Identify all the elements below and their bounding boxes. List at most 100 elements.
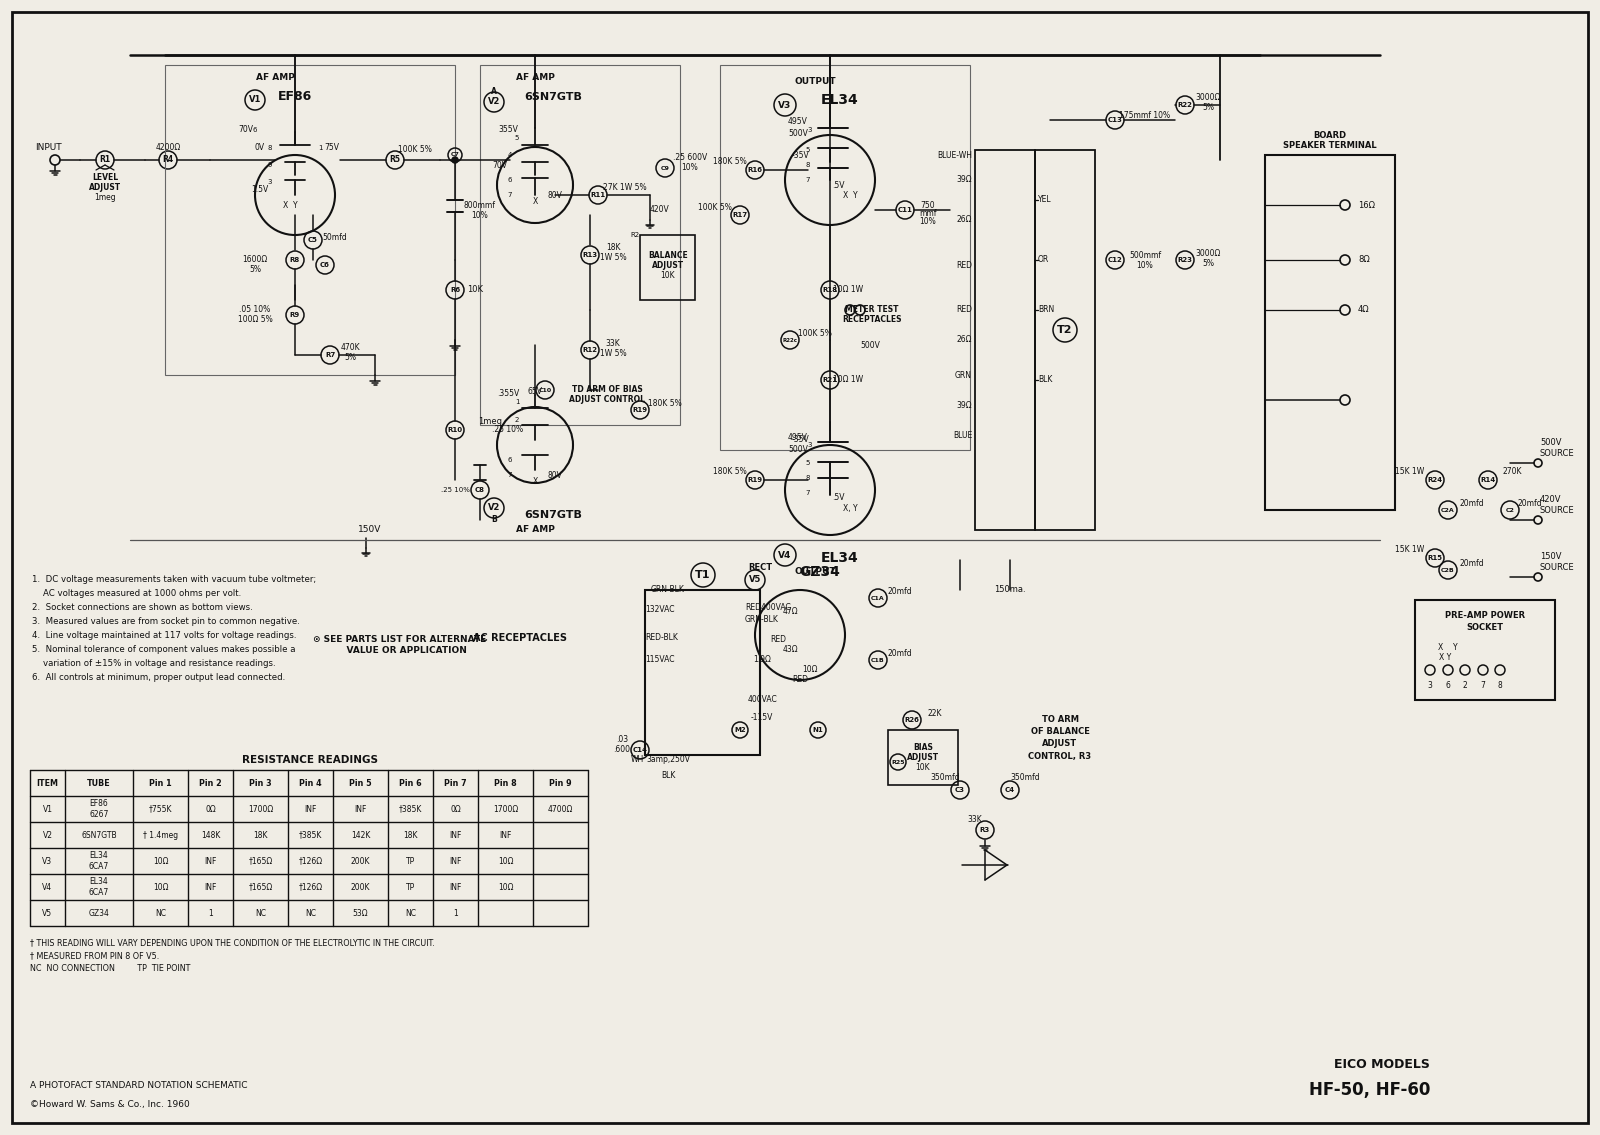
Text: BLK: BLK: [661, 771, 675, 780]
Text: C1A: C1A: [870, 596, 885, 600]
Text: 39Ω: 39Ω: [957, 176, 973, 185]
Text: RED: RED: [792, 675, 808, 684]
Text: Pin 8: Pin 8: [494, 779, 517, 788]
Text: C13: C13: [1107, 117, 1123, 123]
Text: C2A: C2A: [1442, 507, 1454, 513]
Text: 18K: 18K: [606, 244, 621, 252]
Text: 10K: 10K: [661, 270, 675, 279]
Text: EL34: EL34: [821, 550, 859, 565]
Text: Pin 9: Pin 9: [549, 779, 571, 788]
Text: V3: V3: [43, 857, 53, 866]
Text: C2B: C2B: [1442, 568, 1454, 572]
Text: 3.  Measured values are from socket pin to common negative.: 3. Measured values are from socket pin t…: [32, 617, 299, 627]
Text: RECEPTACLES: RECEPTACLES: [842, 316, 902, 325]
Text: X: X: [533, 197, 538, 207]
Text: R11: R11: [590, 192, 605, 197]
Text: 18K: 18K: [403, 831, 418, 840]
Text: 10Ω: 10Ω: [152, 883, 168, 891]
Text: R25: R25: [891, 759, 906, 765]
Text: mmf: mmf: [920, 209, 936, 218]
Text: R9: R9: [290, 312, 301, 318]
Text: ADJUST: ADJUST: [1043, 740, 1077, 748]
Text: C9: C9: [661, 166, 669, 170]
Text: 2.  Socket connections are shown as bottom views.: 2. Socket connections are shown as botto…: [32, 603, 253, 612]
Text: 6.  All controls at minimum, proper output lead connected.: 6. All controls at minimum, proper outpu…: [32, 673, 285, 682]
Text: X: X: [282, 201, 288, 210]
Text: 5%: 5%: [250, 266, 261, 275]
Text: 7: 7: [806, 177, 810, 183]
Text: RECT: RECT: [747, 563, 773, 572]
Text: 0Ω: 0Ω: [205, 805, 216, 814]
Text: 500V
SOURCE: 500V SOURCE: [1539, 438, 1574, 457]
Text: 6SN7GTB: 6SN7GTB: [82, 831, 117, 840]
Text: 500V: 500V: [789, 445, 808, 454]
Text: variation of ±15% in voltage and resistance readings.: variation of ±15% in voltage and resista…: [32, 659, 275, 669]
Text: A: A: [491, 86, 498, 95]
Text: RESISTANCE READINGS: RESISTANCE READINGS: [242, 755, 378, 765]
Text: HF-50, HF-60: HF-50, HF-60: [1309, 1081, 1430, 1099]
Text: 8: 8: [267, 145, 272, 151]
Text: INF: INF: [354, 805, 366, 814]
Text: 420V: 420V: [650, 205, 670, 215]
Text: C3: C3: [955, 787, 965, 793]
Text: R22c: R22c: [782, 337, 797, 343]
Text: V2: V2: [488, 98, 501, 107]
Text: 100K 5%: 100K 5%: [398, 145, 432, 154]
Text: YEL: YEL: [1038, 195, 1051, 204]
Text: Y: Y: [293, 201, 298, 210]
Text: Pin 6: Pin 6: [398, 779, 422, 788]
Text: R19: R19: [632, 407, 648, 413]
Text: 18K: 18K: [253, 831, 267, 840]
Text: AF AMP: AF AMP: [256, 74, 294, 83]
Text: 47Ω: 47Ω: [782, 607, 798, 616]
Text: 70V: 70V: [493, 160, 507, 169]
Text: 1meg: 1meg: [94, 193, 115, 202]
Text: INF: INF: [205, 883, 216, 891]
Text: EL34
6CA7: EL34 6CA7: [90, 877, 109, 897]
Text: 10Ω: 10Ω: [498, 857, 514, 866]
Text: R23: R23: [1178, 257, 1192, 263]
Text: Pin 3: Pin 3: [250, 779, 272, 788]
Text: RED400VAC: RED400VAC: [746, 604, 790, 613]
Text: R26: R26: [904, 717, 920, 723]
Text: R5: R5: [389, 155, 400, 165]
Text: 39Ω: 39Ω: [957, 401, 973, 410]
Text: -35V: -35V: [790, 151, 810, 160]
Text: 6: 6: [253, 127, 258, 133]
Text: AF AMP: AF AMP: [515, 74, 555, 83]
Text: 200K: 200K: [350, 883, 370, 891]
Text: 7: 7: [1480, 681, 1485, 689]
Text: †385K: †385K: [398, 805, 422, 814]
Text: 100K 5%: 100K 5%: [698, 203, 731, 212]
Text: 3: 3: [808, 127, 813, 133]
Text: 7: 7: [806, 490, 810, 496]
Text: C6: C6: [320, 262, 330, 268]
Text: 150V: 150V: [358, 526, 382, 535]
Text: †126Ω: †126Ω: [299, 883, 323, 891]
Text: 175mmf 10%: 175mmf 10%: [1120, 110, 1171, 119]
Text: BOARD: BOARD: [1314, 131, 1347, 140]
Text: BRN: BRN: [1038, 305, 1054, 314]
Text: 750: 750: [920, 201, 936, 210]
Text: AC RECEPTACLES: AC RECEPTACLES: [474, 633, 566, 644]
Text: 10%: 10%: [472, 211, 488, 220]
Text: 22K: 22K: [928, 708, 942, 717]
Text: X: X: [1437, 644, 1443, 653]
Text: 4700Ω: 4700Ω: [547, 805, 573, 814]
Text: 5: 5: [515, 135, 518, 141]
Bar: [888, 730, 958, 785]
Text: V4: V4: [778, 550, 792, 560]
Text: C12: C12: [1107, 257, 1122, 263]
Text: 270K: 270K: [1502, 468, 1522, 477]
Text: INF: INF: [450, 883, 462, 891]
Text: 500V: 500V: [861, 340, 880, 350]
Text: 148K: 148K: [202, 831, 221, 840]
Text: 10Ω 1W: 10Ω 1W: [834, 286, 862, 294]
Text: .03: .03: [616, 735, 629, 745]
Bar: [165, 65, 454, 375]
Text: T1: T1: [696, 570, 710, 580]
Text: EL34: EL34: [821, 93, 859, 107]
Text: †165Ω: †165Ω: [248, 883, 272, 891]
Bar: [645, 590, 760, 755]
Text: 33K: 33K: [968, 816, 982, 824]
